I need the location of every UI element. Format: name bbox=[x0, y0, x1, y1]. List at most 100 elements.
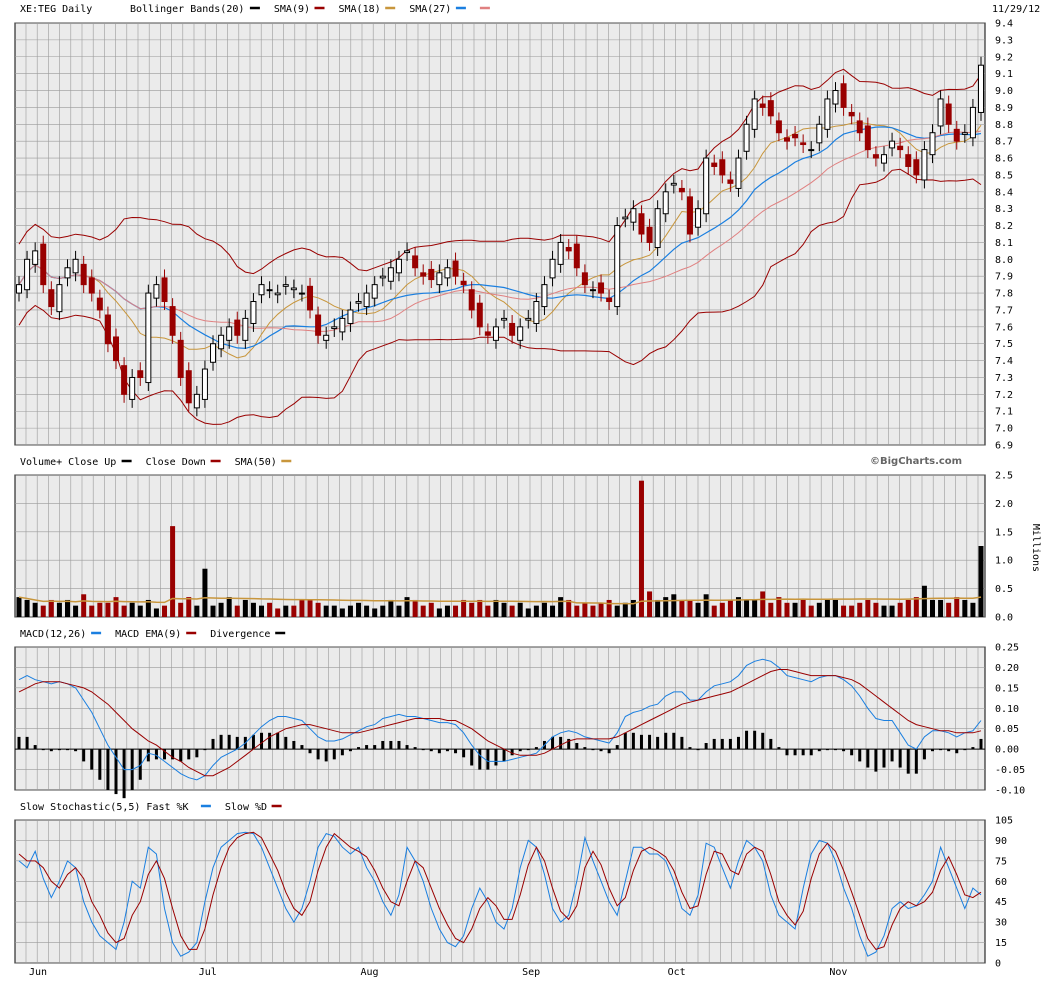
candle-body bbox=[444, 267, 451, 279]
volume-bar bbox=[550, 605, 556, 617]
volume-bar bbox=[614, 605, 620, 617]
candle-body bbox=[137, 370, 144, 378]
macd-divergence-bar bbox=[898, 749, 902, 768]
macd-divergence-bar bbox=[753, 730, 757, 750]
volume-bar bbox=[719, 602, 725, 617]
candle-body bbox=[816, 123, 823, 144]
candle-body bbox=[218, 334, 225, 350]
macd-divergence-bar bbox=[300, 745, 304, 750]
y-tick-label: 8.5 bbox=[995, 170, 1013, 181]
volume-bar bbox=[291, 605, 297, 617]
volume-bar bbox=[477, 599, 483, 617]
macd-divergence-bar bbox=[373, 745, 377, 750]
volume-bar bbox=[89, 605, 95, 617]
macd-divergence-bar bbox=[761, 732, 765, 750]
volume-bar bbox=[267, 602, 273, 617]
candle-body bbox=[145, 292, 152, 384]
candle-body bbox=[929, 132, 936, 156]
volume-bar bbox=[663, 597, 669, 617]
candle-body bbox=[961, 132, 968, 135]
candle-body bbox=[468, 289, 475, 311]
volume-bar bbox=[865, 599, 871, 617]
volume-bar bbox=[170, 526, 176, 617]
candle-body bbox=[307, 285, 314, 311]
volume-bar bbox=[760, 591, 766, 617]
macd-divergence-bar bbox=[90, 749, 94, 770]
volume-bar bbox=[881, 605, 887, 617]
volume-bar bbox=[962, 599, 968, 617]
candle-body bbox=[113, 336, 120, 362]
candle-body bbox=[315, 314, 322, 336]
volume-bar bbox=[816, 602, 822, 617]
macd-divergence-bar bbox=[979, 738, 983, 750]
macd-divergence-bar bbox=[235, 736, 239, 750]
chart-date: 11/29/12 bbox=[992, 4, 1040, 15]
legend-label: Divergence bbox=[210, 629, 270, 640]
legend-label: MACD(12,26) bbox=[20, 629, 86, 640]
candle-body bbox=[64, 267, 71, 279]
macd-divergence-bar bbox=[680, 736, 684, 750]
candle-body bbox=[517, 326, 524, 341]
candle-body bbox=[670, 182, 677, 186]
candle-body bbox=[331, 326, 338, 330]
macd-divergence-bar bbox=[25, 736, 29, 750]
volume-bar bbox=[638, 480, 644, 617]
volume-bar bbox=[792, 602, 798, 617]
candle-body bbox=[678, 187, 685, 193]
y-tick-label: 9.2 bbox=[995, 52, 1013, 63]
volume-bar bbox=[202, 568, 208, 617]
legend-label: Close Down bbox=[146, 457, 206, 468]
volume-bar bbox=[81, 594, 87, 617]
macd-divergence-bar bbox=[575, 743, 579, 750]
volume-bar bbox=[404, 597, 410, 617]
macd-divergence-bar bbox=[502, 749, 506, 762]
volume-bar bbox=[509, 605, 515, 617]
candle-body bbox=[565, 247, 572, 252]
macd-divergence-bar bbox=[340, 749, 344, 756]
stochastic-legend: Slow Stochastic(5,5) Fast %K Slow %D bbox=[20, 802, 282, 813]
legend-label: SMA(18) bbox=[339, 4, 381, 15]
y-tick-label: 7.1 bbox=[995, 407, 1013, 418]
y-tick-label: 60 bbox=[995, 877, 1007, 888]
volume-bar bbox=[590, 605, 596, 617]
volume-bar bbox=[275, 608, 281, 617]
candle-body bbox=[783, 137, 790, 142]
macd-divergence-bar bbox=[801, 749, 805, 756]
candle-body bbox=[703, 157, 710, 215]
macd-divergence-bar bbox=[769, 738, 773, 750]
volume-bar bbox=[921, 585, 927, 617]
sto-background bbox=[14, 819, 986, 964]
macd-divergence-bar bbox=[308, 749, 312, 754]
volume-bar bbox=[259, 605, 265, 617]
candle-body bbox=[492, 326, 499, 341]
macd-panel: -0.10 -0.05 0.00 0.05 0.10 0.15 0.20 0.25 bbox=[14, 643, 1025, 799]
candle-body bbox=[800, 142, 807, 146]
volume-bar bbox=[372, 608, 378, 617]
macd-divergence-bar bbox=[858, 749, 862, 762]
candle-body bbox=[969, 106, 976, 139]
legend-label: MACD EMA(9) bbox=[115, 629, 181, 640]
volume-bar bbox=[679, 599, 685, 617]
macd-divergence-bar bbox=[615, 745, 619, 750]
y-tick-label: 0.25 bbox=[995, 643, 1019, 654]
volume-bar bbox=[73, 605, 79, 617]
macd-divergence-bar bbox=[971, 747, 975, 750]
macd-divergence-bar bbox=[631, 732, 635, 750]
volume-bar bbox=[946, 602, 952, 617]
candle-body bbox=[759, 103, 766, 108]
macd-divergence-bar bbox=[389, 740, 393, 750]
volume-bar bbox=[978, 546, 984, 617]
volume-bar bbox=[105, 602, 111, 617]
macd-divergence-bar bbox=[82, 749, 86, 762]
candle-body bbox=[719, 159, 726, 176]
volume-bar bbox=[501, 602, 507, 617]
y-tick-label: 105 bbox=[995, 816, 1013, 827]
volume-bar bbox=[234, 605, 240, 617]
y-tick-label: 8.7 bbox=[995, 137, 1013, 148]
volume-bar bbox=[517, 602, 523, 617]
sma-18-line bbox=[18, 126, 982, 350]
candle-body bbox=[646, 226, 653, 243]
candle-body bbox=[549, 258, 556, 279]
y-tick-label: 8.9 bbox=[995, 103, 1013, 114]
volume-bar bbox=[841, 605, 847, 617]
